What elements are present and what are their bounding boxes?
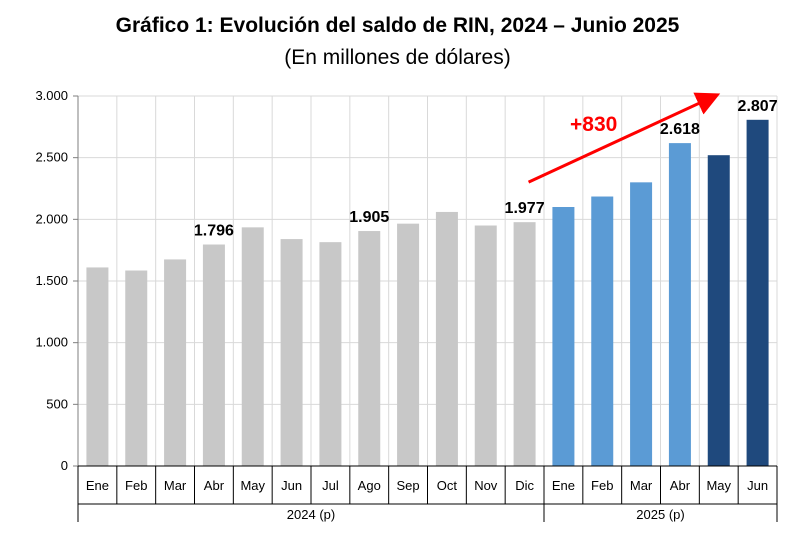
data-label: 1.796 <box>194 222 234 239</box>
bar <box>202 244 225 466</box>
data-labels: 1.796 1.905 1.977 2.618 2.807 <box>194 98 778 240</box>
data-label: 2.618 <box>660 121 700 138</box>
y-tick-label: 0 <box>61 458 68 473</box>
bar <box>280 239 303 466</box>
gridlines <box>78 95 778 466</box>
y-tick-label: 1.500 <box>35 273 68 288</box>
y-tick-label: 2.500 <box>35 150 68 165</box>
bar <box>319 242 342 466</box>
bar <box>513 222 536 466</box>
data-label: 1.905 <box>349 209 389 226</box>
bar <box>552 207 575 466</box>
x-group-label: 2025 (p) <box>636 507 684 522</box>
x-group-label: 2024 (p) <box>287 507 335 522</box>
x-tick-label: Ago <box>358 478 381 493</box>
data-label: 2.807 <box>738 98 778 115</box>
y-tick-label: 2.000 <box>35 211 68 226</box>
data-label: 1.977 <box>505 200 545 217</box>
x-tick-label: Abr <box>670 478 691 493</box>
bar <box>164 259 187 466</box>
x-tick-label: Oct <box>437 478 458 493</box>
growth-annotation: +830 <box>527 92 721 184</box>
x-tick-label: Feb <box>125 478 147 493</box>
bar <box>668 143 691 466</box>
x-tick-label: Mar <box>630 478 653 493</box>
bars <box>86 119 769 467</box>
x-tick-label: Dic <box>515 478 534 493</box>
bar <box>241 227 264 466</box>
bar <box>591 196 614 466</box>
axes: 0 500 1.000 1.500 2.000 2.500 3.000 Ene Feb Mar Ab… <box>35 88 778 522</box>
x-tick-label: May <box>706 478 731 493</box>
x-tick-label: Feb <box>591 478 613 493</box>
x-tick-label: Ene <box>86 478 109 493</box>
bar <box>358 231 381 466</box>
x-tick-label: Mar <box>164 478 187 493</box>
x-tick-label: May <box>240 478 265 493</box>
x-tick-label: Ene <box>552 478 575 493</box>
x-tick-label: Jul <box>322 478 339 493</box>
growth-label: +830 <box>570 113 617 136</box>
chart-subtitle: (En millones de dólares) <box>284 46 511 69</box>
bar <box>630 182 653 467</box>
y-tick-label: 500 <box>46 396 68 411</box>
chart-title: Gráfico 1: Evolución del saldo de RIN, 2… <box>115 14 680 37</box>
x-tick-label: Nov <box>474 478 498 493</box>
y-tick-label: 1.000 <box>35 335 68 350</box>
x-tick-label: Sep <box>397 478 420 493</box>
bar <box>435 211 458 466</box>
x-tick-label: Jun <box>281 478 302 493</box>
bar <box>707 155 730 466</box>
growth-arrow <box>527 92 721 184</box>
bar <box>474 225 497 466</box>
y-tick-label: 3.000 <box>35 88 68 103</box>
bar <box>125 270 148 466</box>
x-tick-label: Jun <box>747 478 768 493</box>
bar <box>746 119 769 466</box>
bar <box>397 223 420 466</box>
x-tick-label: Abr <box>204 478 225 493</box>
bar <box>86 267 109 466</box>
